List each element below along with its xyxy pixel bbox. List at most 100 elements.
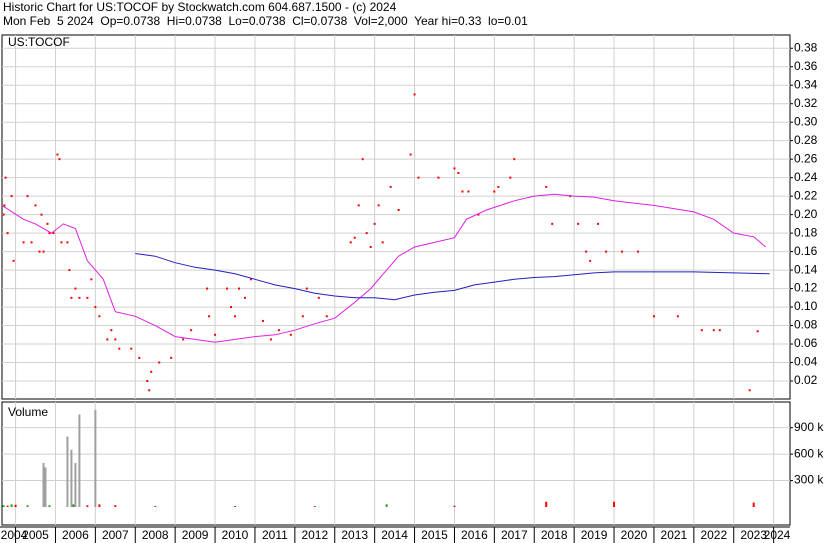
y-tick-label: 600 k bbox=[794, 446, 824, 460]
volume-bar bbox=[613, 501, 616, 507]
x-tick-label: 2006 bbox=[62, 528, 89, 542]
price-point bbox=[110, 329, 113, 332]
volume-bar bbox=[66, 436, 69, 507]
x-tick-label: 2012 bbox=[301, 528, 328, 542]
x-tick-label: 2021 bbox=[661, 528, 688, 542]
volume-bar bbox=[86, 505, 89, 507]
price-point bbox=[585, 250, 588, 253]
volume-bar bbox=[154, 506, 157, 507]
price-point bbox=[397, 209, 400, 212]
price-point bbox=[10, 195, 13, 198]
y-tick-label: 0.28 bbox=[794, 133, 818, 147]
price-point bbox=[700, 329, 703, 332]
volume-bar bbox=[752, 502, 755, 507]
price-point bbox=[413, 93, 416, 96]
price-point bbox=[138, 356, 141, 359]
x-tick-label: 2022 bbox=[700, 528, 727, 542]
price-point bbox=[182, 338, 185, 341]
volume-bar bbox=[44, 467, 47, 507]
price-point bbox=[477, 213, 480, 216]
price-point bbox=[748, 389, 751, 392]
x-tick-label: 2007 bbox=[102, 528, 129, 542]
moving-average-line bbox=[135, 253, 770, 301]
y-tick-label: 0.26 bbox=[794, 151, 818, 165]
price-point bbox=[237, 287, 240, 290]
price-point bbox=[68, 269, 71, 272]
price-point bbox=[243, 296, 246, 299]
price-point bbox=[417, 176, 420, 179]
price-point bbox=[42, 250, 45, 253]
price-point bbox=[190, 329, 193, 332]
price-point bbox=[170, 356, 173, 359]
price-panel bbox=[1, 34, 791, 400]
y-tick-label: 0.36 bbox=[794, 59, 818, 73]
volume-bar bbox=[74, 462, 77, 507]
y-tick-label: 0.06 bbox=[794, 336, 818, 350]
price-point bbox=[2, 213, 5, 216]
price-point bbox=[361, 158, 364, 161]
price-point bbox=[269, 338, 272, 341]
price-point bbox=[3, 204, 6, 207]
price-point bbox=[597, 222, 600, 225]
price-point bbox=[12, 259, 15, 262]
price-point bbox=[325, 315, 328, 318]
x-tick-label: 2010 bbox=[222, 528, 249, 542]
price-point bbox=[78, 296, 81, 299]
price-panel-title: US:TOCOF bbox=[8, 35, 70, 49]
y-tick-label: 0.38 bbox=[794, 40, 818, 54]
price-point bbox=[509, 176, 512, 179]
y-tick-label: 300 k bbox=[794, 473, 824, 487]
x-tick-label: 2017 bbox=[501, 528, 528, 542]
price-point bbox=[409, 153, 412, 156]
price-point bbox=[437, 176, 440, 179]
price-point bbox=[718, 329, 721, 332]
price-point bbox=[226, 287, 229, 290]
y-tick-label: 0.12 bbox=[794, 281, 818, 295]
price-point bbox=[353, 236, 356, 239]
volume-bar bbox=[2, 505, 5, 507]
price-point bbox=[676, 315, 679, 318]
price-point bbox=[150, 370, 153, 373]
price-point bbox=[34, 204, 37, 207]
price-point bbox=[605, 250, 608, 253]
volume-bar bbox=[313, 506, 316, 507]
price-point bbox=[130, 347, 133, 350]
price-point bbox=[357, 204, 360, 207]
x-tick-label: 2009 bbox=[182, 528, 209, 542]
y-tick-label: 0.32 bbox=[794, 96, 818, 110]
x-tick-label: 2020 bbox=[621, 528, 648, 542]
price-point bbox=[90, 278, 93, 281]
x-tick-label: 2013 bbox=[341, 528, 368, 542]
y-tick-label: 0.22 bbox=[794, 188, 818, 202]
volume-bar bbox=[42, 462, 45, 507]
price-point bbox=[60, 241, 63, 244]
price-point bbox=[289, 333, 292, 336]
x-tick-label: 2004 bbox=[1, 528, 28, 542]
price-point bbox=[467, 190, 470, 193]
volume-bar bbox=[48, 505, 51, 507]
price-point bbox=[249, 278, 252, 281]
price-point bbox=[301, 315, 304, 318]
volume-bar bbox=[545, 501, 548, 507]
y-tick-label: 900 k bbox=[794, 420, 824, 434]
volume-bar bbox=[72, 504, 75, 507]
price-point bbox=[46, 222, 49, 225]
y-tick-label: 0.04 bbox=[794, 355, 818, 369]
price-point bbox=[234, 315, 237, 318]
price-point bbox=[652, 315, 655, 318]
price-point bbox=[261, 319, 264, 322]
price-point bbox=[40, 213, 43, 216]
volume-bar bbox=[453, 505, 456, 507]
price-point bbox=[349, 241, 352, 244]
x-tick-label: 2011 bbox=[262, 528, 288, 542]
volume-panel bbox=[1, 401, 791, 526]
y-tick-label: 0.08 bbox=[794, 318, 818, 332]
volume-bar bbox=[114, 505, 117, 507]
price-point bbox=[305, 287, 308, 290]
price-point bbox=[497, 185, 500, 188]
price-point bbox=[381, 241, 384, 244]
y-tick-label: 0.24 bbox=[794, 170, 818, 184]
volume-bar bbox=[94, 410, 97, 507]
